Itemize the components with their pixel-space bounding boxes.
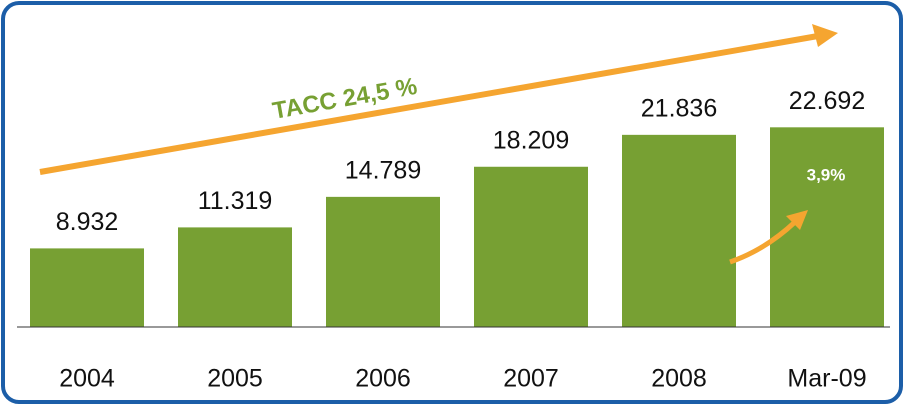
value-label: 11.319 bbox=[198, 187, 273, 215]
bar bbox=[30, 248, 144, 327]
value-label: 21.836 bbox=[641, 94, 717, 122]
value-label: 18.209 bbox=[493, 126, 569, 154]
trend-arrow bbox=[39, 33, 819, 175]
x-tick-label: Mar-09 bbox=[787, 365, 866, 393]
bar bbox=[178, 227, 292, 327]
growth-arrowhead bbox=[786, 210, 808, 230]
value-label: 14.789 bbox=[345, 156, 421, 184]
bar bbox=[326, 196, 440, 327]
x-tick-label: 2007 bbox=[503, 365, 559, 393]
growth-arrow bbox=[729, 220, 797, 265]
x-tick-label: 2008 bbox=[651, 365, 707, 393]
bar bbox=[474, 166, 588, 327]
bar bbox=[622, 134, 736, 327]
value-label: 8.932 bbox=[56, 208, 119, 236]
x-tick-label: 2006 bbox=[355, 365, 411, 393]
x-tick-label: 2005 bbox=[207, 365, 263, 393]
growth-annotation: 3,9% bbox=[807, 165, 846, 184]
x-tick-label: 2004 bbox=[59, 365, 115, 393]
value-label: 22.692 bbox=[789, 87, 865, 115]
trend-arrowhead bbox=[812, 24, 838, 47]
